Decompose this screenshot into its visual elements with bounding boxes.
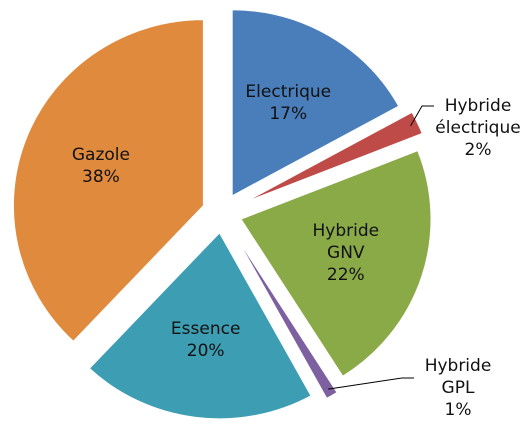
slice-label: Essence 20% xyxy=(158,318,254,362)
slice-value: 20% xyxy=(186,340,225,361)
pie-slice xyxy=(88,232,312,420)
slice-value: 38% xyxy=(82,166,120,187)
slice-value: 17% xyxy=(269,103,308,124)
leader-line xyxy=(410,105,434,127)
slice-label: Hybride électrique 2% xyxy=(430,95,523,161)
slice-name: Gazole xyxy=(71,144,130,165)
slice-value: 2% xyxy=(464,140,492,160)
slice-name: Hybride GPL xyxy=(424,356,492,398)
pie-slice xyxy=(12,19,204,342)
slice-label: Electrique 17% xyxy=(240,81,336,125)
slice-name: Hybride GNV xyxy=(312,220,380,263)
slice-name: Essence xyxy=(170,318,241,339)
slice-label: Hybride GPL 1% xyxy=(410,355,506,421)
pie-slice xyxy=(234,235,338,400)
pie-slice xyxy=(245,111,423,203)
pie-slice xyxy=(240,150,432,377)
pie-slice xyxy=(231,9,400,197)
slice-name: Hybride électrique xyxy=(435,96,521,138)
slice-name: Electrique xyxy=(245,81,332,102)
slice-label: Gazole 38% xyxy=(53,144,149,188)
slice-value: 1% xyxy=(444,400,472,420)
leader-line xyxy=(328,377,414,390)
slice-value: 22% xyxy=(326,264,365,285)
slice-label: Hybride GNV 22% xyxy=(298,220,394,286)
